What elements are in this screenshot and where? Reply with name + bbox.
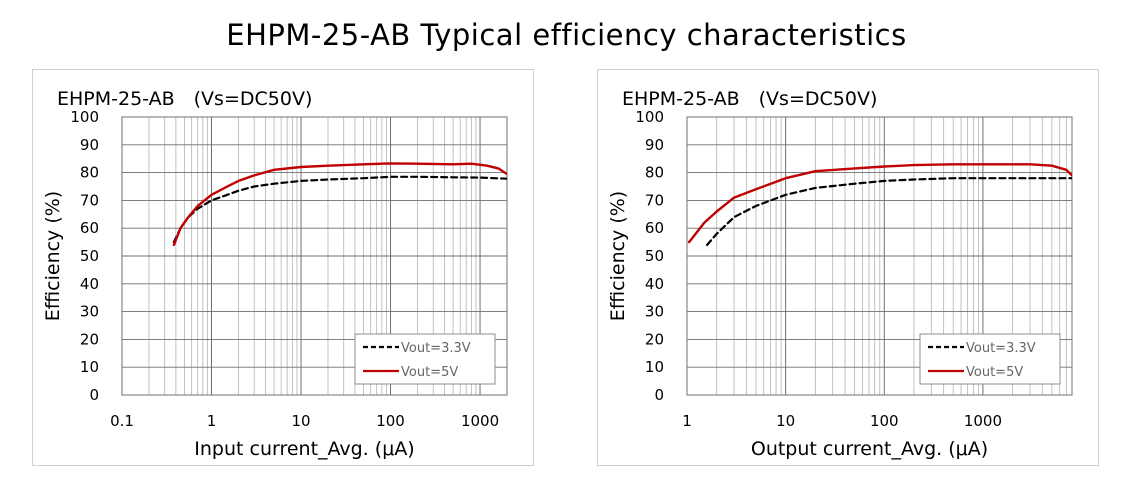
x-tick-label: 1000 <box>964 412 1002 430</box>
plot-border <box>686 116 1073 396</box>
x-tick-label: 1 <box>207 412 217 430</box>
plot-border <box>121 116 508 396</box>
y-tick-label: 90 <box>80 136 99 154</box>
x-axis-label: Output current_Avg. (μA) <box>751 438 988 460</box>
y-tick-label: 30 <box>80 303 99 321</box>
y-tick-label: 40 <box>645 275 664 293</box>
y-tick-label: 10 <box>80 358 99 376</box>
y-tick-label: 50 <box>645 247 664 265</box>
chart-title: EHPM-25-AB (Vs=DC50V) <box>57 88 312 110</box>
y-tick-label: 80 <box>80 164 99 182</box>
x-axis-label: Input current_Avg. (μA) <box>194 438 414 460</box>
legend-label: Vout=5V <box>401 365 458 380</box>
y-tick-label: 70 <box>80 191 99 209</box>
x-tick-label: 10 <box>291 412 310 430</box>
x-tick-label: 10 <box>776 412 795 430</box>
chart-title: EHPM-25-AB (Vs=DC50V) <box>622 88 877 110</box>
y-tick-label: 60 <box>645 219 664 237</box>
y-tick-label: 0 <box>654 386 664 404</box>
x-tick-label: 100 <box>870 412 899 430</box>
series-line-vout-5v <box>687 163 1072 244</box>
y-tick-label: 100 <box>70 108 99 126</box>
y-tick-label: 90 <box>645 136 664 154</box>
x-tick-label: 1000 <box>461 412 499 430</box>
y-tick-label: 30 <box>645 303 664 321</box>
x-tick-label: 0.1 <box>110 412 134 430</box>
chart-svg: EHPM-25-AB (Vs=DC50V) 0 10 20 30 40 50 60 70 80 90… <box>42 88 508 460</box>
y-tick-label: 80 <box>645 164 664 182</box>
y-tick-label: 50 <box>80 247 99 265</box>
chart-panel-output-current: EHPM-25-AB (Vs=DC50V) 0 10 20 30 40 50 60 70 80 90… <box>597 69 1099 466</box>
y-tick-label: 60 <box>80 219 99 237</box>
y-axis-label: Efficiency (%) <box>42 191 64 321</box>
y-tick-label: 10 <box>645 358 664 376</box>
y-axis-label: Efficiency (%) <box>607 191 629 321</box>
legend-label: Vout=3.3V <box>401 341 471 356</box>
y-tick-label: 0 <box>89 386 99 404</box>
chart-svg: EHPM-25-AB (Vs=DC50V) 0 10 20 30 40 50 60 70 80 90… <box>607 88 1073 460</box>
legend-box <box>354 333 496 385</box>
series-line-vout-3-3v <box>172 175 507 244</box>
x-tick-label: 1 <box>682 412 692 430</box>
y-tick-label: 100 <box>635 108 664 126</box>
legend-label: Vout=3.3V <box>966 341 1036 356</box>
x-tick-label: 100 <box>376 412 405 430</box>
y-tick-label: 70 <box>645 191 664 209</box>
y-tick-label: 40 <box>80 275 99 293</box>
y-tick-label: 20 <box>645 330 664 348</box>
series-line-vout-3-3v <box>705 177 1072 246</box>
chart-panel-input-current: EHPM-25-AB (Vs=DC50V) 0 10 20 30 40 50 60 70 80 90… <box>32 69 534 466</box>
series-line-vout-5v <box>172 162 507 247</box>
legend-box <box>919 333 1061 385</box>
page-title: EHPM-25-AB Typical efficiency characteri… <box>226 18 907 52</box>
y-tick-label: 20 <box>80 330 99 348</box>
legend-label: Vout=5V <box>966 365 1023 380</box>
